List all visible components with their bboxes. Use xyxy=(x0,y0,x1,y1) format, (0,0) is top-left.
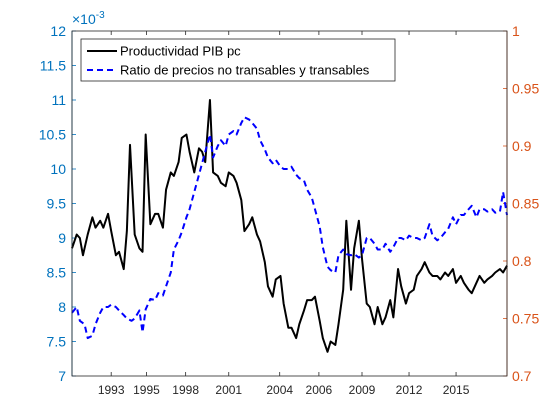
x-tick-label: 1993 xyxy=(98,383,125,397)
right-tick-label: 0.8 xyxy=(512,253,532,269)
left-tick-label: 11 xyxy=(51,92,66,108)
left-axis-exponent: ×10-3 xyxy=(72,10,105,27)
x-tick-label: 2015 xyxy=(443,383,470,397)
left-tick-label: 10 xyxy=(50,161,66,177)
x-tick-label: 2004 xyxy=(266,383,293,397)
right-tick-label: 0.95 xyxy=(512,81,539,97)
x-tick-label: 1995 xyxy=(133,383,160,397)
x-tick-label: 2001 xyxy=(215,383,242,397)
x-tick-label: 1998 xyxy=(172,383,199,397)
right-y-axis: 0.7 0.75 0.8 0.85 0.9 0.95 1 xyxy=(503,23,539,384)
right-tick-label: 0.85 xyxy=(512,196,539,212)
legend-label-productividad: Productividad PIB pc xyxy=(120,44,241,59)
left-tick-label: 8 xyxy=(58,299,66,315)
right-tick-label: 0.9 xyxy=(512,138,532,154)
left-tick-label: 12 xyxy=(50,23,66,39)
x-tick-label: 2006 xyxy=(306,383,333,397)
legend: Productividad PIB pc Ratio de precios no… xyxy=(81,39,395,81)
left-tick-label: 7.5 xyxy=(47,334,67,350)
plot-area-background xyxy=(72,31,507,376)
left-tick-label: 7 xyxy=(58,368,66,384)
left-y-axis: 7 7.5 8 8.5 9 9.5 10 10.5 11 11.5 12 xyxy=(39,23,76,384)
left-tick-label: 8.5 xyxy=(47,265,67,281)
left-tick-label: 10.5 xyxy=(39,127,66,143)
exponent-base: ×10 xyxy=(72,11,96,27)
exponent-power: -3 xyxy=(96,10,105,21)
x-tick-label: 2012 xyxy=(396,383,423,397)
left-tick-label: 9.5 xyxy=(47,196,67,212)
x-tick-label: 2009 xyxy=(349,383,376,397)
right-tick-label: 0.7 xyxy=(512,368,532,384)
right-tick-label: 0.75 xyxy=(512,311,539,327)
left-tick-label: 11.5 xyxy=(40,58,66,74)
left-tick-label: 9 xyxy=(58,230,66,246)
right-tick-label: 1 xyxy=(512,23,520,39)
legend-label-ratio: Ratio de precios no transables y transab… xyxy=(120,63,370,78)
